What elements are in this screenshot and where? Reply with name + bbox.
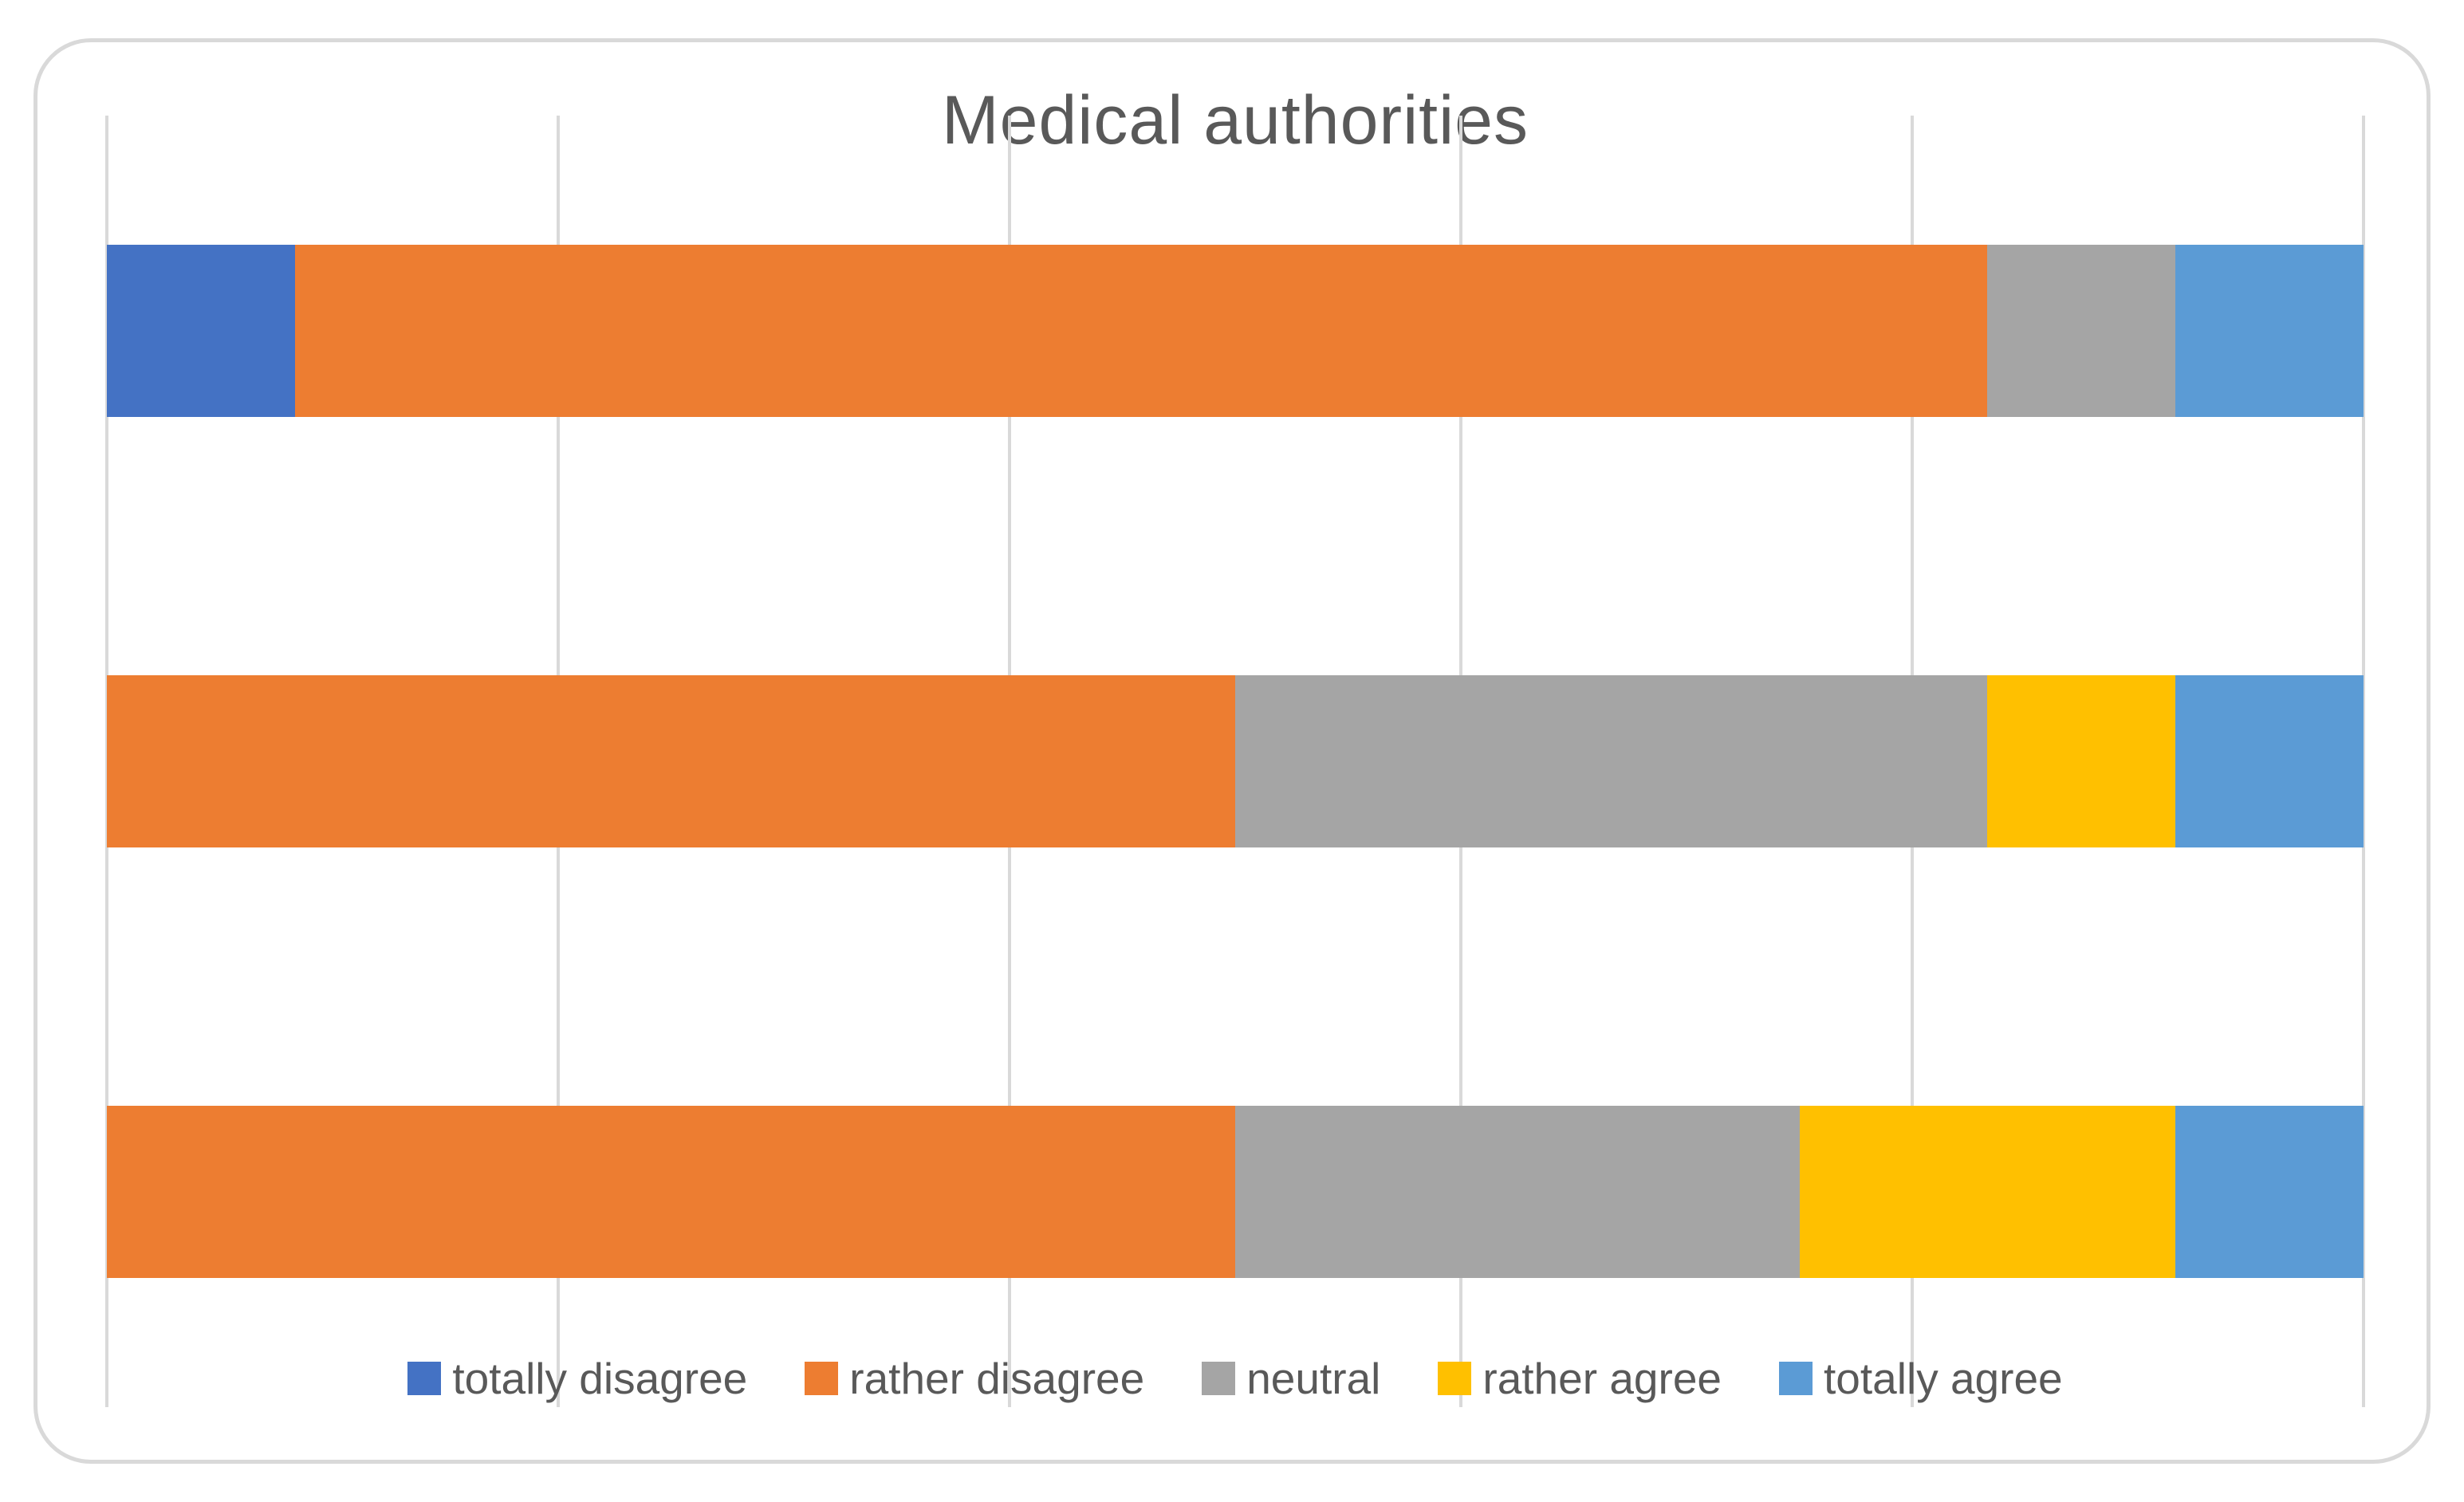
bar-row-3 bbox=[107, 1106, 2364, 1278]
legend-swatch-icon bbox=[805, 1362, 839, 1395]
bar-segment-rather-agree bbox=[1799, 1106, 2176, 1278]
legend-swatch-icon bbox=[407, 1362, 442, 1395]
bar-row-1 bbox=[107, 245, 2364, 417]
bar-segment-rather-disagree bbox=[107, 1106, 1235, 1278]
legend-entry-rather-agree: rather agree bbox=[1438, 1353, 1722, 1403]
bar-segment-rather-agree bbox=[1987, 675, 2175, 847]
bar-segment-totally-agree bbox=[2175, 675, 2364, 847]
legend-entry-rather-disagree: rather disagree bbox=[805, 1353, 1145, 1403]
chart-title: Medical authorities bbox=[941, 82, 1529, 159]
plot-area: totally disagree rather disagree neutral ra… bbox=[105, 116, 2365, 1407]
bar-segment-neutral bbox=[1235, 1106, 1800, 1278]
legend-swatch-icon bbox=[1438, 1362, 1472, 1395]
legend-entry-totally-agree: totally agree bbox=[1779, 1353, 2063, 1403]
legend-label: rather agree bbox=[1482, 1353, 1722, 1403]
legend-entry-totally-disagree: totally disagree bbox=[407, 1353, 748, 1403]
legend-label: neutral bbox=[1246, 1353, 1381, 1403]
bar-row-2 bbox=[107, 675, 2364, 847]
legend-label: totally disagree bbox=[452, 1353, 748, 1403]
legend-label: rather disagree bbox=[849, 1353, 1145, 1403]
legend-swatch-icon bbox=[1202, 1362, 1236, 1395]
bar-segment-rather-disagree bbox=[294, 245, 1988, 417]
legend-entry-neutral: neutral bbox=[1202, 1353, 1381, 1403]
bar-segment-totally-agree bbox=[2175, 245, 2364, 417]
bar-segment-neutral bbox=[1987, 245, 2175, 417]
bar-segment-neutral bbox=[1235, 675, 1988, 847]
bar-segment-totally-agree bbox=[2175, 1106, 2364, 1278]
legend-swatch-icon bbox=[1779, 1362, 1813, 1395]
gridline-100 bbox=[2362, 116, 2365, 1407]
legend: totally disagree rather disagree neutral ra… bbox=[107, 1350, 2364, 1407]
legend-label: totally agree bbox=[1824, 1353, 2063, 1403]
bar-segment-totally-disagree bbox=[107, 245, 295, 417]
bar-segment-rather-disagree bbox=[107, 675, 1235, 847]
